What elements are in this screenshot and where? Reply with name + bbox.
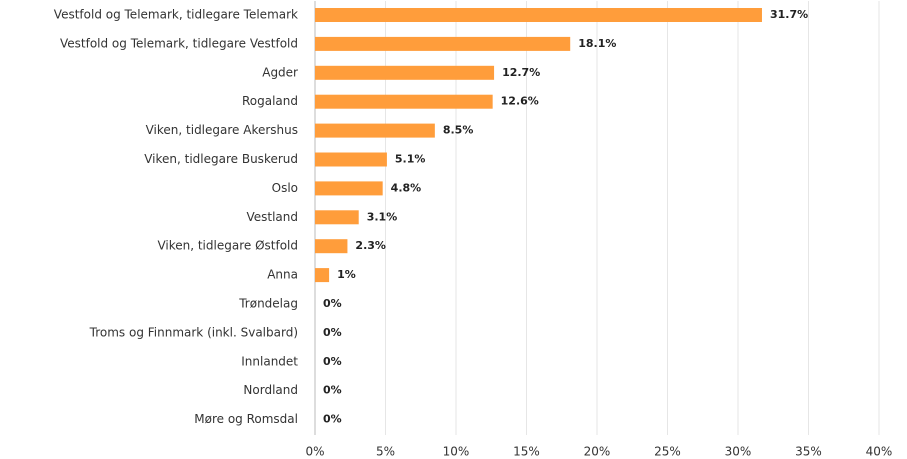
value-label: 0% [323,384,342,397]
bar [315,36,571,51]
y-tick-label: Vestfold og Telemark, tidlegare Vestfold [60,36,298,50]
value-label: 12.7% [502,66,540,79]
x-tick-label: 15% [513,445,540,459]
bar [315,94,493,109]
y-tick-label: Troms og Finnmark (inkl. Svalbard) [89,325,298,339]
value-label: 8.5% [443,124,474,137]
y-tick-label: Vestland [246,210,298,224]
value-label: 0% [323,326,342,339]
x-tick-label: 30% [725,445,752,459]
bar [315,8,762,22]
x-tick-label: 0% [305,445,324,459]
bar [315,239,348,254]
x-tick-label: 25% [654,445,681,459]
value-label: 12.6% [501,95,539,108]
bar [315,268,330,283]
y-tick-label: Rogaland [242,94,298,108]
y-tick-label: Oslo [272,181,298,195]
bar [315,65,495,80]
x-tick-label: 40% [866,445,893,459]
value-label: 2.3% [355,239,386,252]
x-tick-label: 10% [443,445,470,459]
value-label: 4.8% [391,181,422,194]
y-tick-label: Innlandet [241,354,298,368]
x-tick-label: 20% [584,445,611,459]
y-tick-label: Trøndelag [238,297,298,311]
value-label: 3.1% [367,210,398,223]
value-label: 0% [323,355,342,368]
x-tick-label: 35% [795,445,822,459]
y-tick-label: Møre og Romsdal [194,412,298,426]
y-tick-label: Vestfold og Telemark, tidlegare Telemark [54,8,298,22]
y-tick-label: Viken, tidlegare Akershus [146,123,298,137]
y-tick-label: Nordland [243,383,298,397]
value-label: 31.7% [770,8,808,21]
y-tick-label: Agder [262,65,298,79]
y-tick-label: Anna [267,268,298,282]
x-tick-label: 5% [376,445,395,459]
bar [315,181,383,196]
bar [315,152,387,167]
bar [315,210,359,225]
value-label: 5.1% [395,153,426,166]
value-label: 0% [323,297,342,310]
value-label: 18.1% [578,37,616,50]
y-tick-label: Viken, tidlegare Østfold [157,239,298,253]
bar [315,123,435,138]
y-tick-label: Viken, tidlegare Buskerud [144,152,298,166]
value-label: 1% [337,268,356,281]
value-label: 0% [323,413,342,426]
